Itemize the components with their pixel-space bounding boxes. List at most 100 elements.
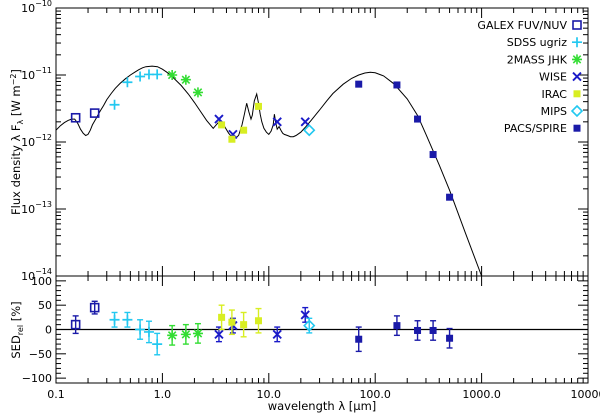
residual-point (152, 339, 163, 350)
y-tick-label-exponent: −14 (35, 267, 52, 276)
sed-point (70, 112, 81, 123)
sed-point (393, 81, 401, 89)
residual-y-tick-label: 0 (45, 324, 52, 337)
x-tick-label: 10000 (571, 388, 600, 401)
sed-point (254, 102, 262, 110)
sed-point (300, 117, 310, 127)
legend-marker (570, 104, 584, 118)
legend-marker (573, 90, 581, 98)
y-tick-label: 10−10 (21, 0, 52, 15)
legend-label: SDSS ugriz (507, 36, 567, 49)
sed-point (122, 77, 133, 88)
y-tick-label: 10−11 (21, 66, 52, 82)
y-tick-label-exponent: −13 (35, 200, 52, 209)
x-tick-labels: 0.1 1.0 10.0 100.0 1000.0 10000 (47, 388, 600, 401)
sed-point (240, 126, 248, 134)
residual-point (135, 324, 146, 335)
legend-label: WISE (539, 71, 567, 84)
residual-y-label-main: SED (9, 335, 23, 359)
sed-axis-ticks (55, 7, 589, 277)
y-tick-label-base: 10 (21, 2, 35, 15)
residual-y-tick-labels: 100 50 0 −50 −100 (22, 275, 52, 385)
residual-y-label-units: [%] (9, 301, 23, 325)
residual-point (143, 326, 154, 337)
sed-y-label-units: [W m (9, 85, 23, 119)
y-tick-label-exponent: −11 (35, 66, 52, 75)
residual-point (272, 329, 282, 340)
legend-label: 2MASS JHK (507, 53, 568, 66)
legend-marker (572, 71, 582, 82)
sed-point (272, 117, 282, 127)
legend-marker (572, 54, 582, 65)
sed-point (429, 151, 437, 159)
residual-point (89, 302, 100, 313)
residual-point (180, 329, 191, 340)
y-tick-label-base: 10 (21, 69, 35, 82)
residual-point (218, 313, 226, 321)
residual-point (414, 326, 422, 334)
sed-point (355, 80, 363, 88)
x-tick-label: 10.0 (257, 388, 282, 401)
y-tick-label-base: 10 (21, 136, 35, 149)
residual-y-tick-label: −100 (22, 372, 52, 385)
residual-point (429, 326, 437, 334)
x-tick-label: 1.0 (154, 388, 172, 401)
residual-point (254, 317, 262, 325)
sed-point (192, 87, 203, 98)
residual-y-label-sub: rel (16, 325, 25, 335)
legend: GALEX FUV/NUV SDSS ugriz 2MASS JHK WISE IRAC… (477, 19, 584, 135)
sed-point (180, 74, 191, 85)
legend-label: GALEX FUV/NUV (477, 19, 567, 32)
y-tick-label-base: 10 (21, 203, 35, 216)
residual-point (303, 319, 316, 332)
y-tick-label-exponent: −10 (35, 0, 52, 8)
residual-point (240, 321, 248, 329)
y-tick-label: 10−13 (21, 200, 52, 216)
sed-point (446, 193, 454, 201)
residual-data-points (70, 300, 454, 356)
sed-y-axis-label: Flux density λ Fλ [W m−2] (9, 69, 25, 215)
y-tick-label: 10−12 (21, 133, 52, 149)
x-tick-label: 0.1 (47, 388, 65, 401)
residual-point (214, 329, 224, 340)
legend-label: PACS/SPIRE (504, 122, 567, 135)
sed-point (228, 135, 236, 143)
sed-y-label-units-sup: −2 (9, 74, 18, 86)
legend-label: MIPS (541, 105, 567, 118)
residual-point (167, 330, 178, 341)
legend-marker (572, 37, 582, 48)
sed-point (167, 70, 178, 80)
residual-point (122, 314, 133, 325)
residual-point (300, 310, 310, 320)
sed-point (152, 69, 163, 80)
legend-marker (573, 124, 581, 132)
residual-point (446, 334, 454, 342)
legend-marker (572, 20, 582, 30)
x-axis-label: wavelength λ [μm] (268, 399, 377, 413)
sed-model-curve (55, 65, 483, 277)
residual-y-tick-label: −50 (29, 348, 52, 361)
sed-point (135, 71, 146, 82)
y-tick-label-exponent: −12 (35, 133, 52, 142)
sed-point (303, 124, 316, 137)
sed-y-label-units-close: ] (9, 69, 23, 74)
x-tick-label: 1000.0 (462, 388, 501, 401)
residual-point (355, 335, 363, 343)
residual-y-tick-label: 50 (38, 299, 52, 312)
sed-y-label-main: Flux density λ F (9, 124, 23, 214)
legend-label: IRAC (542, 88, 568, 101)
y-tick-label: 10−14 (21, 267, 52, 283)
sed-y-label-sub: λ (16, 119, 25, 124)
sed-point (109, 99, 120, 110)
residual-point (70, 319, 81, 330)
residual-point (109, 314, 120, 325)
x-tick-label: 100.0 (359, 388, 391, 401)
residual-y-tick-label: 100 (31, 275, 52, 288)
residual-point (393, 322, 401, 330)
sed-data-points (70, 69, 454, 201)
y-tick-label-base: 10 (21, 270, 35, 283)
residual-y-axis-label: SEDrel [%] (9, 301, 25, 358)
sed-point (218, 121, 226, 129)
